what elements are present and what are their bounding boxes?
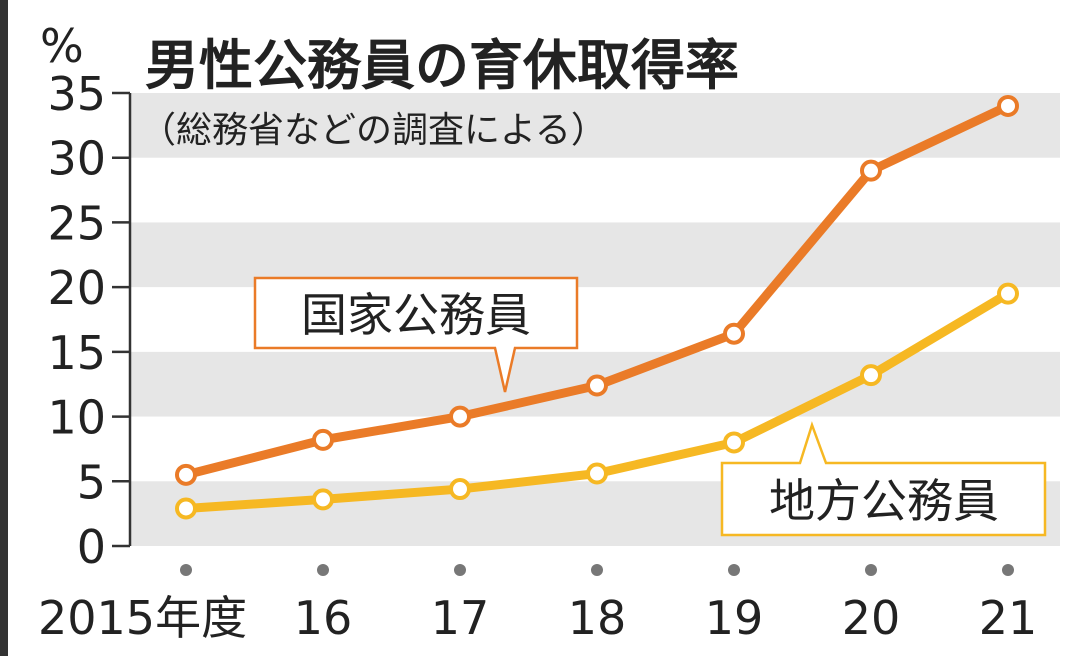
data-point	[449, 405, 471, 428]
data-point	[175, 497, 197, 520]
x-tick-label: 21	[979, 591, 1038, 645]
x-tick-label: 17	[431, 591, 490, 645]
series-label-box	[253, 276, 579, 393]
data-point	[997, 94, 1019, 117]
data-point	[860, 159, 882, 182]
y-tick-label: 30	[47, 132, 106, 186]
series-label: 地方公務員	[769, 474, 999, 528]
y-unit-label: %	[40, 19, 84, 73]
x-tick-label: 16	[294, 591, 353, 645]
y-tick-label: 15	[47, 326, 106, 380]
series-label: 国家公務員	[301, 288, 531, 342]
data-point	[312, 488, 334, 511]
y-tick-label: 25	[47, 196, 106, 250]
x-tick-dot	[454, 564, 466, 576]
x-tick-dot	[317, 564, 329, 576]
x-tick-label: 18	[568, 591, 627, 645]
x-tick-dot	[865, 564, 877, 576]
y-tick-label: 10	[47, 391, 106, 445]
data-point	[586, 374, 608, 397]
x-tick-label: 2015年度	[38, 591, 247, 645]
y-tick-label: 5	[77, 455, 106, 509]
grid-band	[130, 222, 1060, 288]
grid-band	[130, 93, 1060, 158]
x-tick-dot	[728, 564, 740, 576]
x-tick-label: 20	[842, 591, 901, 645]
chart-title: 男性公務員の育休取得率	[145, 34, 739, 97]
y-tick-label: 20	[47, 261, 106, 315]
y-tick-label: 0	[77, 520, 106, 574]
x-tick-dot	[180, 564, 192, 576]
data-point	[312, 428, 334, 451]
data-point	[449, 478, 471, 501]
left-edge-border	[0, 0, 8, 656]
chart-subtitle: （総務省などの調査による）	[140, 110, 607, 151]
series-label-box	[720, 421, 1047, 537]
data-point	[723, 322, 745, 345]
x-tick-dot	[591, 564, 603, 576]
data-point	[175, 463, 197, 486]
data-point	[860, 364, 882, 387]
data-point	[723, 431, 745, 454]
data-point	[997, 282, 1019, 305]
data-point	[586, 462, 608, 485]
x-tick-dot	[1002, 564, 1014, 576]
x-tick-label: 19	[705, 591, 764, 645]
y-tick-label: 35	[47, 67, 106, 121]
